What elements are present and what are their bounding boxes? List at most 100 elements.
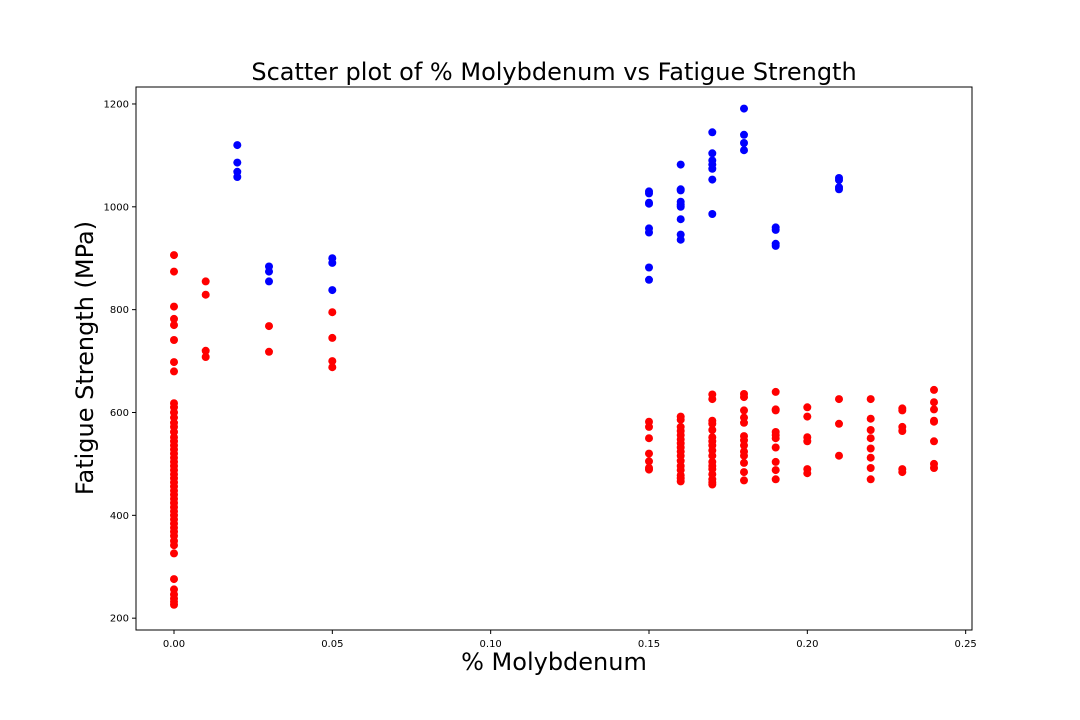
x-axis-label: % Molybdenum (461, 648, 647, 676)
scatter-point (930, 405, 938, 414)
scatter-point (170, 336, 178, 344)
scatter-point (708, 210, 717, 218)
scatter-point (676, 235, 685, 244)
scatter-point (170, 314, 178, 323)
scatter-point (645, 228, 653, 237)
scatter-point (771, 475, 780, 484)
scatter-point (328, 308, 337, 317)
scatter-point (201, 346, 210, 355)
scatter-point (708, 395, 717, 404)
scatter-point (740, 468, 748, 477)
scatter-point (771, 225, 780, 234)
scatter-point (866, 475, 875, 484)
scatter-point (740, 441, 748, 450)
scatter-point (233, 173, 242, 181)
scatter-point (708, 128, 717, 137)
scatter-point (170, 541, 178, 550)
scatter-point (201, 277, 210, 286)
scatter-point (866, 414, 875, 423)
scatter-point (170, 549, 178, 558)
scatter-point (170, 302, 178, 311)
scatter-point (803, 437, 812, 446)
scatter-point (708, 426, 717, 434)
x-tick-label: 0.00 (163, 639, 185, 650)
scatter-point (771, 457, 780, 466)
scatter-point (645, 434, 653, 443)
scatter-point (328, 286, 337, 295)
scatter-point (866, 434, 875, 443)
scatter-point (170, 367, 178, 376)
scatter-point (898, 468, 907, 477)
y-axis-label: Fatigue Strength (MPa) (71, 221, 99, 495)
scatter-point (201, 353, 210, 361)
x-tick-label: 0.20 (796, 639, 818, 650)
scatter-point (676, 477, 685, 486)
scatter-point (328, 357, 337, 366)
scatter-point (803, 469, 812, 478)
scatter-point (740, 146, 748, 155)
scatter-point (708, 164, 717, 173)
scatter-point (645, 199, 653, 208)
y-tick-label: 800 (110, 305, 129, 316)
scatter-point (930, 398, 938, 407)
scatter-point (835, 451, 843, 460)
scatter-point (645, 457, 653, 466)
scatter-point (676, 202, 685, 211)
y-tick-label: 200 (110, 614, 129, 625)
scatter-point (740, 104, 748, 113)
scatter-point (708, 419, 717, 428)
scatter-point (771, 241, 780, 250)
scatter-point (898, 406, 907, 415)
scatter-point (233, 158, 242, 167)
scatter-point (898, 427, 907, 435)
scatter-point (708, 175, 717, 184)
scatter-point (740, 406, 748, 415)
scatter-point (740, 451, 748, 460)
x-tick-label: 0.05 (321, 639, 343, 650)
scatter-point (328, 333, 337, 342)
scatter-point (676, 415, 685, 424)
scatter-point (233, 141, 242, 150)
scatter-point (866, 395, 875, 404)
scatter-point (645, 189, 653, 198)
scatter-point (170, 575, 178, 584)
y-tick-label: 600 (110, 408, 129, 419)
scatter-point (676, 160, 685, 169)
scatter-point (930, 437, 938, 446)
scatter-point (265, 277, 273, 286)
scatter-point (170, 251, 178, 260)
scatter-point (645, 275, 653, 284)
scatter-point (930, 385, 938, 394)
x-tick-label: 0.10 (480, 639, 502, 650)
scatter-point (740, 458, 748, 467)
scatter-point (740, 418, 748, 427)
scatter-point (265, 347, 273, 356)
scatter-point (771, 387, 780, 396)
plot-frame (135, 86, 973, 631)
scatter-point (328, 363, 337, 372)
y-axis-ticks: 200 400 600 800 1000 1200 (104, 99, 136, 625)
scatter-point (645, 263, 653, 272)
scatter-point (771, 434, 780, 443)
scatter-point (803, 412, 812, 421)
scatter-point (645, 422, 653, 431)
scatter-point (866, 453, 875, 462)
scatter-point (170, 321, 178, 330)
scatter-point (708, 480, 717, 489)
scatter-point (866, 464, 875, 472)
scatter-point (328, 258, 337, 267)
scatter-point (740, 130, 748, 139)
scatter-point (803, 403, 812, 412)
scatter-point (930, 417, 938, 426)
y-tick-label: 400 (110, 511, 129, 522)
scatter-point (866, 426, 875, 434)
chart-title: Scatter plot of % Molybdenum vs Fatigue … (251, 58, 856, 86)
scatter-point (740, 393, 748, 402)
scatter-point (645, 449, 653, 458)
scatter-point (708, 451, 717, 460)
x-tick-label: 0.25 (955, 639, 977, 650)
scatter-point (265, 322, 273, 331)
x-tick-label: 0.15 (638, 639, 660, 650)
